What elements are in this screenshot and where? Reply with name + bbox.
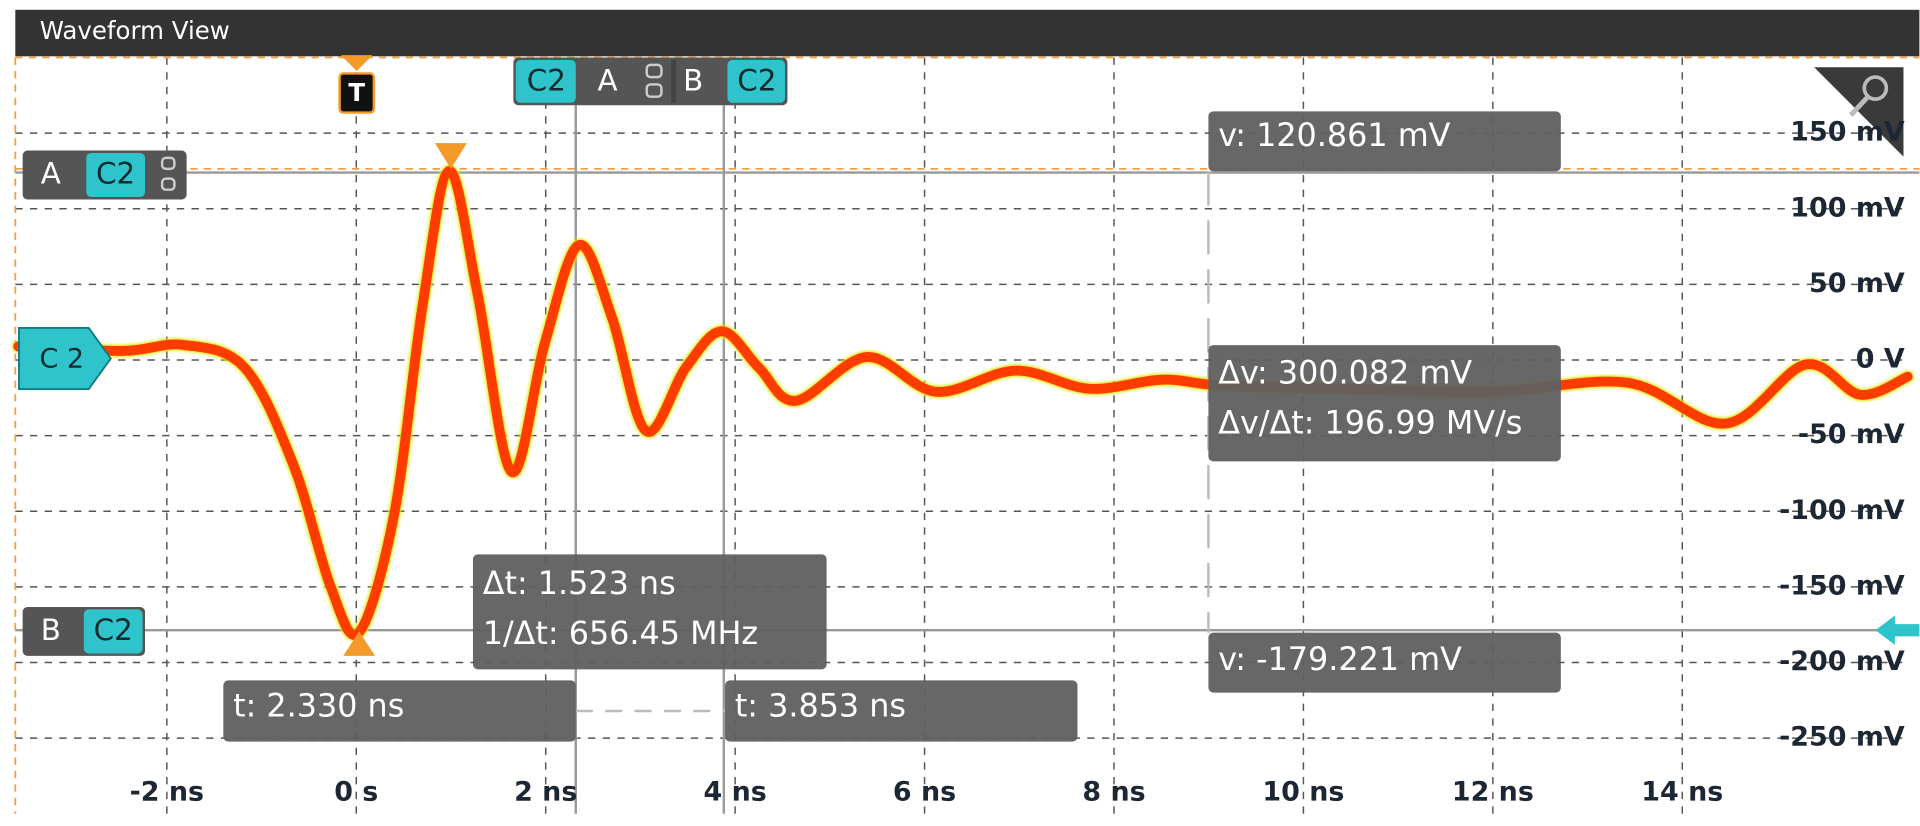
y-tick-label: -100 mV xyxy=(1779,495,1905,526)
y-tick-label: 100 mV xyxy=(1790,192,1905,223)
zoom-button[interactable] xyxy=(1814,67,1904,157)
tick-labels: -2 ns 0 s 2 ns 4 ns 6 ns 8 ns 10 ns 12 ns 14 ns 1… xyxy=(130,117,1905,808)
cursor-a-voltage: v: 120.861 mV xyxy=(1218,116,1450,154)
source-chip xyxy=(83,609,143,654)
header-bar xyxy=(15,9,1920,57)
separator xyxy=(671,59,677,103)
delta-t: Δt: 1.523 ns xyxy=(483,564,676,602)
channel-label: C 2 xyxy=(40,343,84,374)
max-marker xyxy=(435,143,467,169)
readout-box xyxy=(1208,632,1561,693)
cursor-label: B xyxy=(683,63,703,97)
x-tick-label: 6 ns xyxy=(893,776,956,807)
cursor-b-time: t: 3.853 ns xyxy=(735,686,906,724)
x-tick-label: 10 ns xyxy=(1262,776,1344,807)
y-tick-label: -150 mV xyxy=(1779,570,1905,601)
cursor-label: A xyxy=(598,63,618,97)
delta-v-per-t: Δv/Δt: 196.99 MV/s xyxy=(1218,404,1522,442)
y-tick-label: 0 V xyxy=(1856,344,1905,375)
cursor-badge[interactable] xyxy=(513,57,788,106)
x-tick-label: 8 ns xyxy=(1082,776,1145,807)
link-icon xyxy=(645,83,663,98)
view-title: Waveform View xyxy=(40,16,230,45)
source-label: C2 xyxy=(94,613,133,647)
x-tick-label: 14 ns xyxy=(1641,776,1723,807)
channel-marker[interactable] xyxy=(18,327,112,391)
x-tick-label: 2 ns xyxy=(514,776,577,807)
readout-box xyxy=(725,680,1078,742)
readout-box xyxy=(1208,345,1561,462)
cursor-a-time: t: 2.330 ns xyxy=(233,686,404,724)
readout-box xyxy=(1208,111,1561,172)
offset-arrow xyxy=(1875,615,1920,645)
source-label: C2 xyxy=(527,63,566,97)
cursor-label: A xyxy=(41,156,61,190)
x-tick-label: -2 ns xyxy=(130,776,204,807)
trigger-arrow xyxy=(340,55,373,71)
y-tick-label: -50 mV xyxy=(1798,419,1905,450)
link-icon xyxy=(645,63,663,79)
source-chip xyxy=(86,152,146,198)
readout-box xyxy=(223,680,576,742)
inverse-delta-t: 1/Δt: 656.45 MHz xyxy=(483,614,758,652)
link-icon xyxy=(160,177,176,191)
x-tick-label: 0 s xyxy=(334,776,378,807)
y-tick-label: -250 mV xyxy=(1779,722,1905,753)
trigger-badge[interactable] xyxy=(338,72,376,114)
trigger-label: T xyxy=(348,78,365,107)
min-marker xyxy=(343,631,376,656)
y-tick-label: -200 mV xyxy=(1779,646,1905,677)
cursor-label: B xyxy=(41,613,61,647)
link-icon xyxy=(160,156,176,171)
cursor-b-voltage: v: -179.221 mV xyxy=(1218,640,1462,678)
delta-v: Δv: 300.082 mV xyxy=(1218,353,1472,391)
zoom-icon xyxy=(1862,75,1889,101)
zoom-icon xyxy=(1849,95,1870,117)
x-tick-label: 4 ns xyxy=(703,776,766,807)
source-chip xyxy=(515,59,576,103)
source-label: C2 xyxy=(96,156,135,190)
y-tick-label: 150 mV xyxy=(1790,117,1905,148)
x-tick-label: 12 ns xyxy=(1452,776,1534,807)
source-chip xyxy=(727,59,786,103)
y-tick-label: 50 mV xyxy=(1809,268,1905,299)
readout-box xyxy=(472,554,827,670)
source-label: C2 xyxy=(737,63,776,97)
